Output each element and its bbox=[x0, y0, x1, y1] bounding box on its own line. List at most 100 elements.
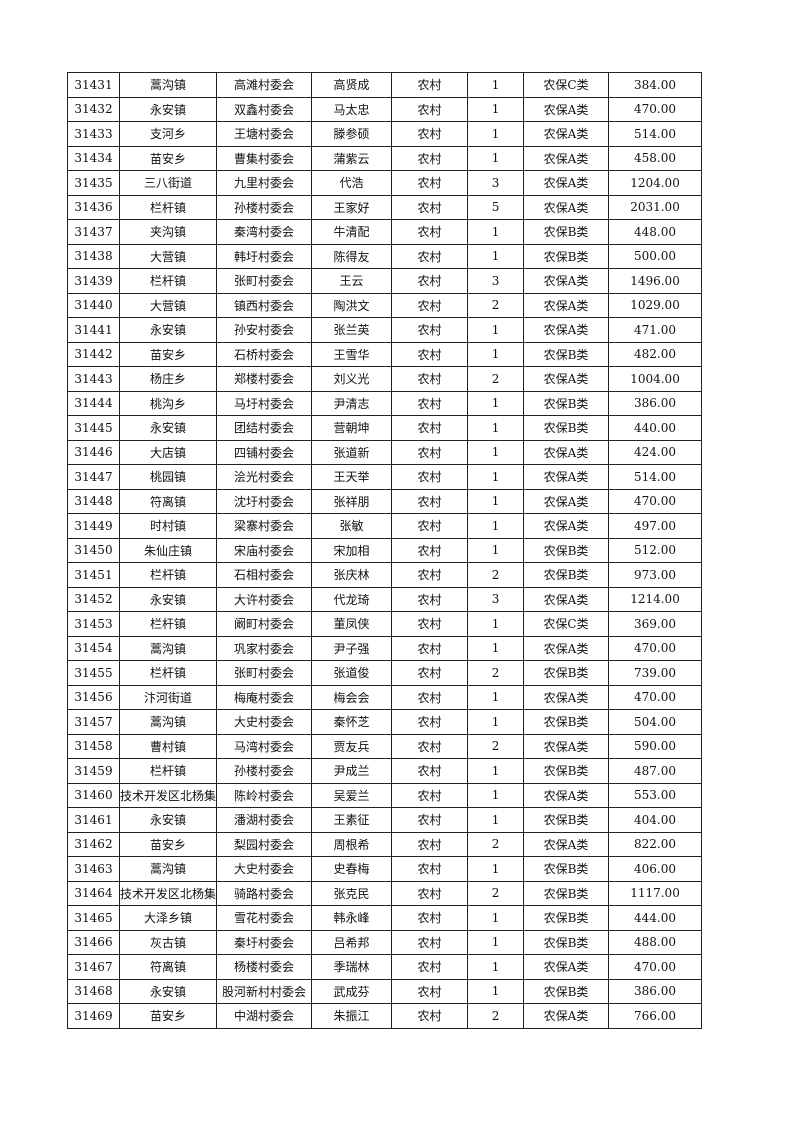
household-count: 1 bbox=[491, 788, 500, 803]
amount: 973.00 bbox=[634, 567, 677, 582]
village-committee: 大史村委会 bbox=[234, 715, 295, 730]
amount-cell: 739.00 bbox=[608, 660, 703, 686]
amount-cell: 488.00 bbox=[608, 929, 703, 955]
household-count-cell: 1 bbox=[467, 537, 525, 563]
village-committee-cell: 孙安村委会 bbox=[216, 317, 313, 343]
insurance-category: 农保A类 bbox=[543, 445, 589, 460]
person-name-cell: 高贤成 bbox=[311, 72, 393, 98]
area-type: 农村 bbox=[417, 347, 442, 362]
area-type: 农村 bbox=[417, 739, 442, 754]
person-name: 周根希 bbox=[333, 837, 370, 852]
area-type: 农村 bbox=[417, 886, 442, 901]
village-committee-cell: 大史村委会 bbox=[216, 709, 313, 735]
record-id-cell: 31462 bbox=[67, 831, 120, 857]
insurance-category-cell: 农保A类 bbox=[523, 513, 610, 539]
amount: 470.00 bbox=[634, 959, 677, 974]
township-cell: 灰古镇 bbox=[118, 929, 218, 955]
amount: 512.00 bbox=[634, 543, 677, 558]
person-name-cell: 尹成兰 bbox=[311, 758, 393, 784]
township-cell: 曹村镇 bbox=[118, 733, 218, 759]
township: 时村镇 bbox=[150, 519, 187, 534]
person-name-cell: 朱振江 bbox=[311, 1003, 393, 1029]
person-name: 季瑞林 bbox=[333, 960, 370, 975]
area-type: 农村 bbox=[417, 935, 442, 950]
amount-cell: 386.00 bbox=[608, 390, 703, 416]
table-row: 31462 苗安乡 梨园村委会 周根希 农村 2 农保A类 822.00 bbox=[67, 831, 703, 857]
township: 苗安乡 bbox=[150, 1009, 187, 1024]
area-type-cell: 农村 bbox=[391, 341, 469, 367]
township: 杨庄乡 bbox=[150, 372, 187, 387]
household-count: 2 bbox=[491, 1008, 500, 1023]
table-row: 31443 杨庄乡 郑楼村委会 刘义光 农村 2 农保A类 1004.00 bbox=[67, 366, 703, 392]
township-cell: 符离镇 bbox=[118, 954, 218, 980]
township-cell: 栏杆镇 bbox=[118, 758, 218, 784]
village-committee-cell: 韩圩村委会 bbox=[216, 243, 313, 269]
amount: 487.00 bbox=[634, 763, 677, 778]
amount-cell: 1117.00 bbox=[608, 880, 703, 906]
area-type-cell: 农村 bbox=[391, 1003, 469, 1029]
household-count: 1 bbox=[491, 763, 500, 778]
area-type-cell: 农村 bbox=[391, 929, 469, 955]
village-committee-cell: 大许村委会 bbox=[216, 586, 313, 612]
household-count-cell: 1 bbox=[467, 464, 525, 490]
township-cell: 苗安乡 bbox=[118, 831, 218, 857]
township-cell: 桃园镇 bbox=[118, 464, 218, 490]
area-type-cell: 农村 bbox=[391, 415, 469, 441]
household-count-cell: 1 bbox=[467, 954, 525, 980]
amount-cell: 1214.00 bbox=[608, 586, 703, 612]
household-count: 1 bbox=[491, 910, 500, 925]
household-count-cell: 1 bbox=[467, 709, 525, 735]
table-row: 31445 永安镇 团结村委会 营朝坤 农村 1 农保B类 440.00 bbox=[67, 415, 703, 441]
household-count-cell: 1 bbox=[467, 72, 525, 98]
person-name: 张敏 bbox=[339, 519, 364, 534]
table-row: 31454 蒿沟镇 巩家村委会 尹子强 农村 1 农保A类 470.00 bbox=[67, 635, 703, 661]
village-committee: 阚町村委会 bbox=[234, 617, 295, 632]
person-name: 秦怀芝 bbox=[333, 715, 370, 730]
person-name-cell: 张道新 bbox=[311, 439, 393, 465]
person-name: 牛清配 bbox=[333, 225, 370, 240]
household-count-cell: 1 bbox=[467, 929, 525, 955]
village-committee: 梁寨村委会 bbox=[234, 519, 295, 534]
village-committee: 骑路村委会 bbox=[234, 886, 295, 901]
village-committee: 孙楼村委会 bbox=[234, 764, 295, 779]
record-id: 31434 bbox=[74, 151, 113, 166]
household-count-cell: 1 bbox=[467, 121, 525, 147]
household-count-cell: 1 bbox=[467, 513, 525, 539]
person-name-cell: 张庆林 bbox=[311, 562, 393, 588]
township-cell: 永安镇 bbox=[118, 978, 218, 1004]
township-cell: 夹沟镇 bbox=[118, 219, 218, 245]
village-committee-cell: 石相村委会 bbox=[216, 562, 313, 588]
record-id-cell: 31439 bbox=[67, 268, 120, 294]
record-id-cell: 31445 bbox=[67, 415, 120, 441]
household-count-cell: 1 bbox=[467, 782, 525, 808]
insurance-category: 农保A类 bbox=[543, 1009, 589, 1024]
amount: 384.00 bbox=[634, 77, 677, 92]
village-committee: 秦湾村委会 bbox=[234, 225, 295, 240]
household-count-cell: 2 bbox=[467, 1003, 525, 1029]
household-count-cell: 1 bbox=[467, 978, 525, 1004]
person-name-cell: 宋加相 bbox=[311, 537, 393, 563]
township-cell: 三八街道 bbox=[118, 170, 218, 196]
insurance-category: 农保B类 bbox=[543, 666, 589, 681]
household-count-cell: 3 bbox=[467, 268, 525, 294]
insurance-category-cell: 农保A类 bbox=[523, 366, 610, 392]
household-count: 1 bbox=[491, 959, 500, 974]
township: 苗安乡 bbox=[150, 837, 187, 852]
amount: 497.00 bbox=[634, 518, 677, 533]
record-id-cell: 31447 bbox=[67, 464, 120, 490]
record-id: 31439 bbox=[74, 273, 113, 288]
township: 栏杆镇 bbox=[150, 764, 187, 779]
insurance-category: 农保A类 bbox=[543, 641, 589, 656]
household-count-cell: 2 bbox=[467, 831, 525, 857]
insurance-category-cell: 农保B类 bbox=[523, 758, 610, 784]
record-id-cell: 31463 bbox=[67, 856, 120, 882]
record-id-cell: 31455 bbox=[67, 660, 120, 686]
amount: 369.00 bbox=[634, 616, 677, 631]
township-cell: 栏杆镇 bbox=[118, 562, 218, 588]
household-count: 1 bbox=[491, 322, 500, 337]
township: 曹村镇 bbox=[150, 739, 187, 754]
amount-cell: 497.00 bbox=[608, 513, 703, 539]
household-count: 1 bbox=[491, 690, 500, 705]
record-id: 31431 bbox=[74, 77, 113, 92]
household-count-cell: 2 bbox=[467, 292, 525, 318]
